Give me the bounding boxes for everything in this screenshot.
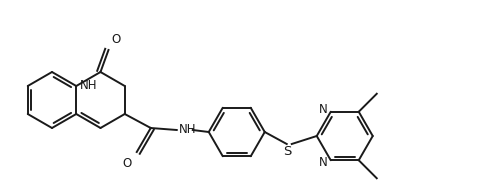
Text: N: N bbox=[319, 103, 328, 116]
Text: NH: NH bbox=[80, 79, 98, 92]
Text: O: O bbox=[122, 157, 132, 170]
Text: NH: NH bbox=[179, 122, 196, 135]
Text: N: N bbox=[319, 156, 328, 169]
Text: O: O bbox=[111, 33, 121, 46]
Text: S: S bbox=[284, 144, 292, 158]
